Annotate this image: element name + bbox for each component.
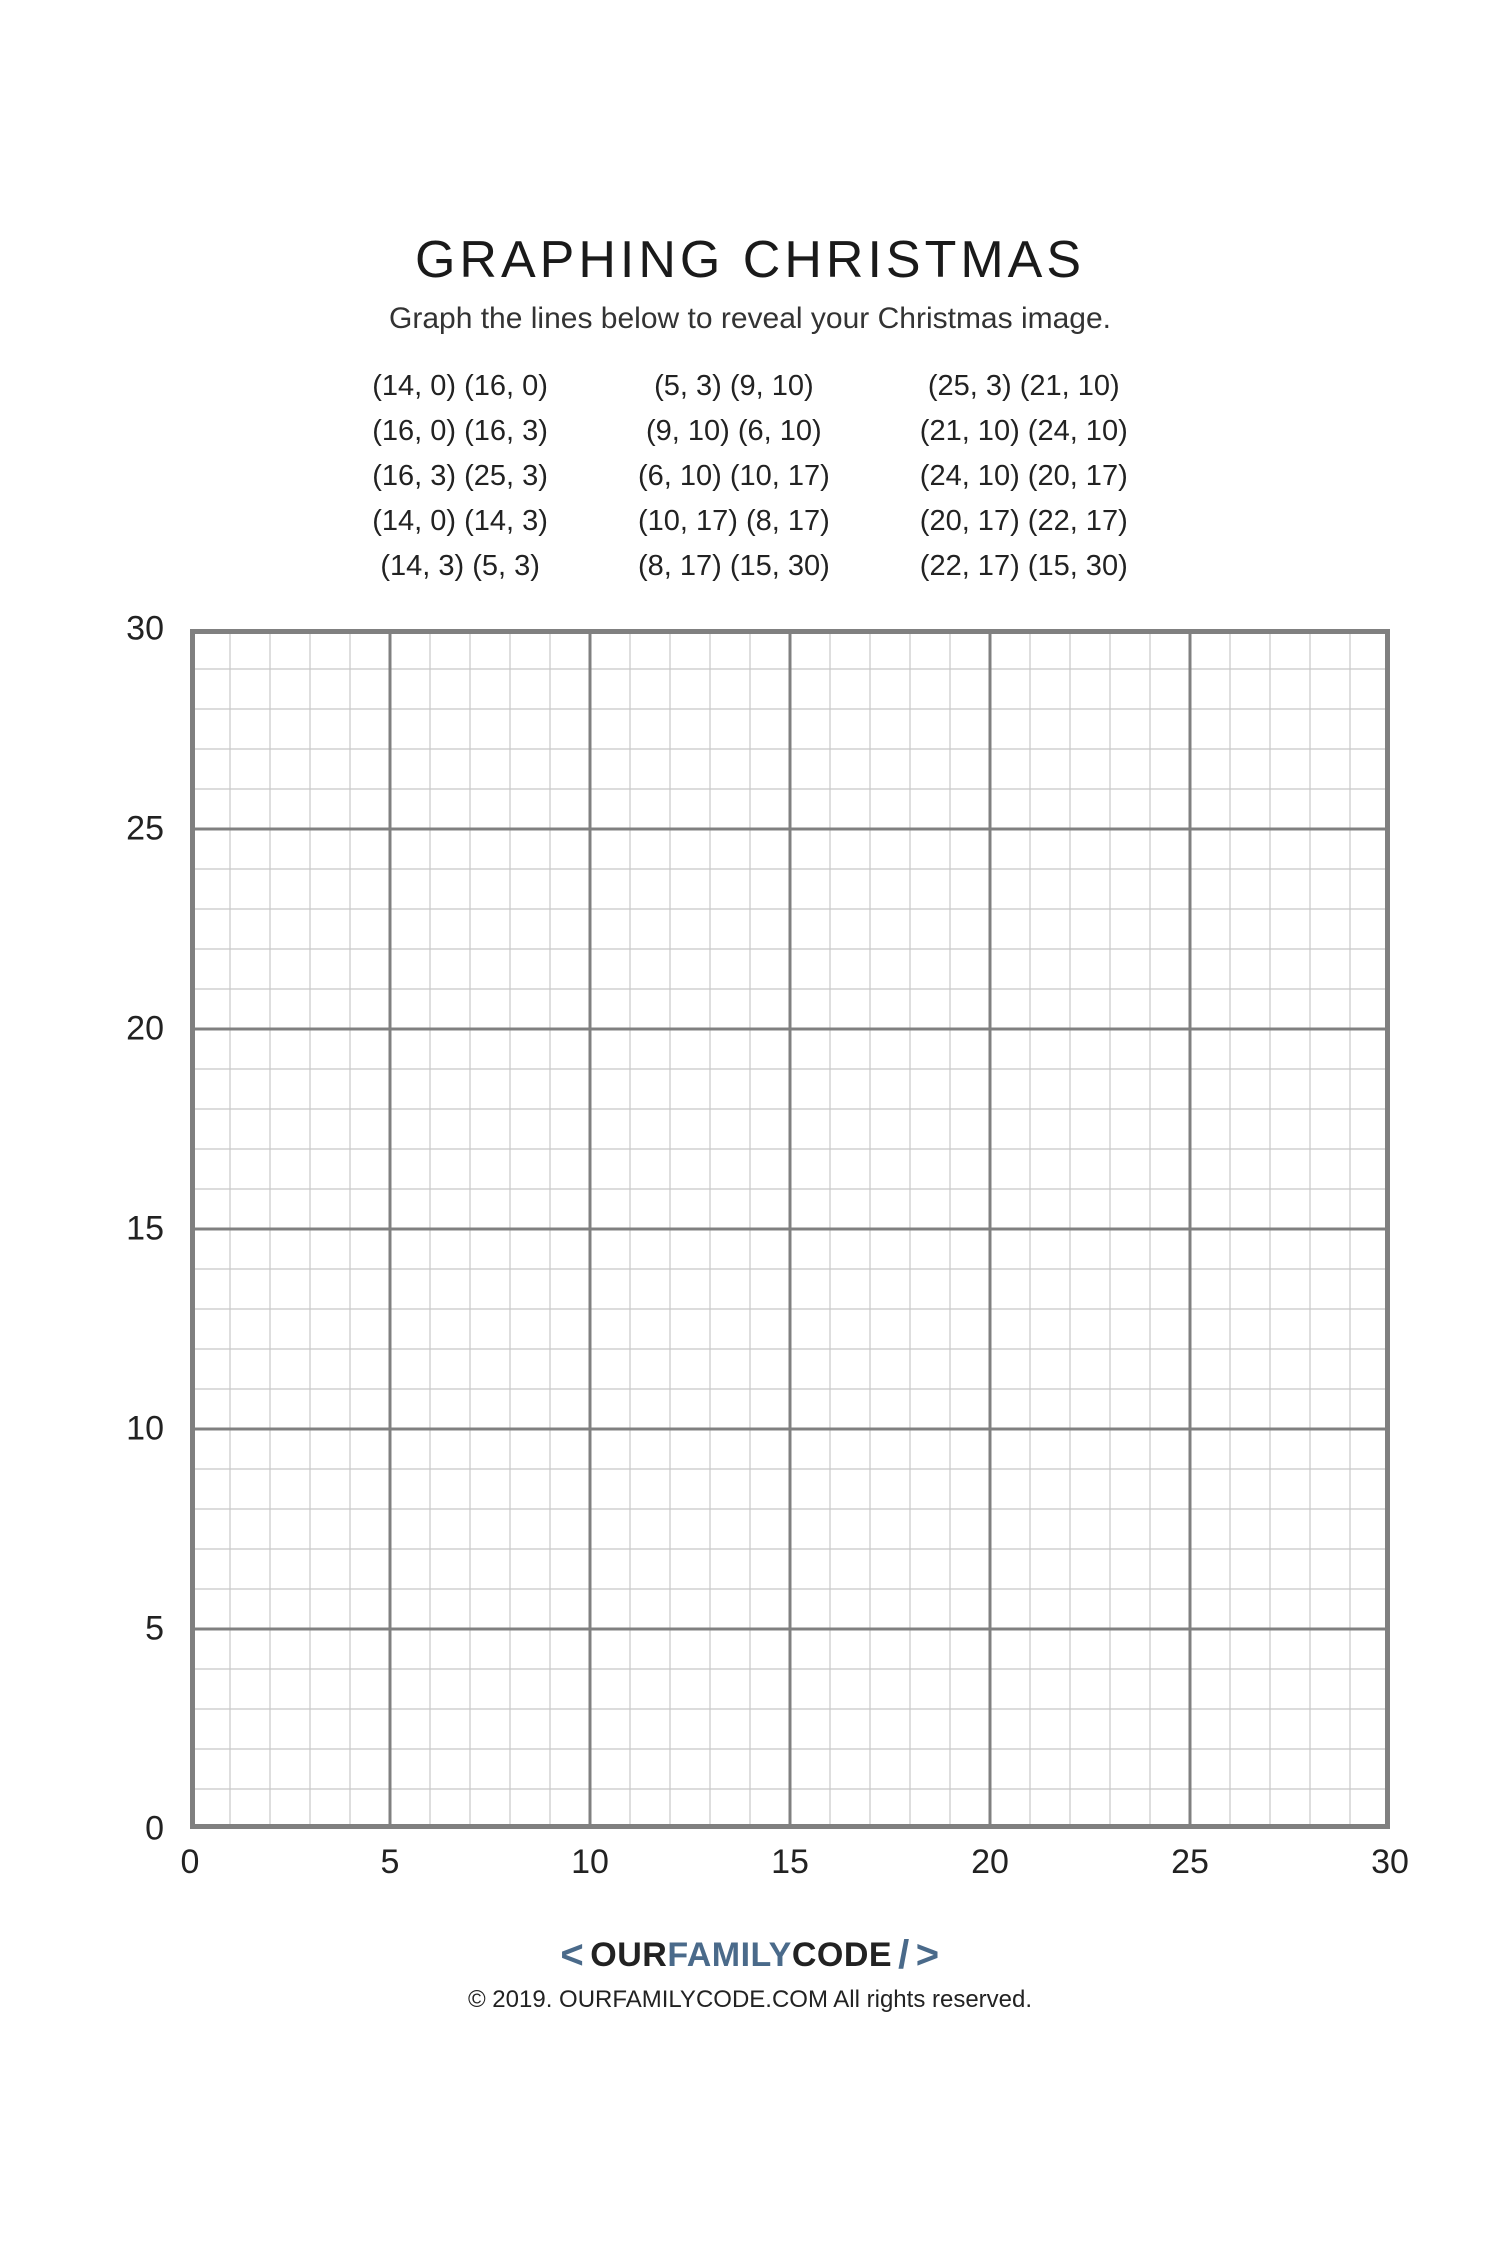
coordinate-pair: (9, 10) (6, 10) <box>646 409 822 454</box>
y-axis-labels: 051015202530 <box>100 629 180 1829</box>
worksheet-page: GRAPHING CHRISTMAS Graph the lines below… <box>0 0 1500 2074</box>
coordinate-pair: (20, 17) (22, 17) <box>920 499 1128 544</box>
coordinate-list: (14, 0) (16, 0)(16, 0) (16, 3)(16, 3) (2… <box>372 364 1127 589</box>
coordinate-pair: (16, 3) (25, 3) <box>372 454 548 499</box>
angle-bracket-open-icon: < <box>560 1933 584 1978</box>
brand-logo: < OURFAMILYCODE / > <box>468 1933 1032 1978</box>
copyright-symbol-icon: © <box>468 1986 486 2013</box>
x-tick-label: 20 <box>971 1843 1009 1882</box>
angle-bracket-close-icon: > <box>916 1933 940 1978</box>
x-axis-labels: 051015202530 <box>190 1843 1390 1903</box>
x-tick-label: 5 <box>381 1843 400 1882</box>
coordinate-pair: (22, 17) (15, 30) <box>920 544 1128 589</box>
coord-column-2: (5, 3) (9, 10)(9, 10) (6, 10)(6, 10) (10… <box>638 364 830 589</box>
coordinate-pair: (16, 0) (16, 3) <box>372 409 548 454</box>
copyright-year: 2019. <box>492 1986 552 2013</box>
coordinate-pair: (25, 3) (21, 10) <box>928 364 1120 409</box>
x-tick-label: 30 <box>1371 1843 1409 1882</box>
coord-column-3: (25, 3) (21, 10)(21, 10) (24, 10)(24, 10… <box>920 364 1128 589</box>
chart-area: 051015202530 051015202530 <box>100 629 1400 1903</box>
coordinate-pair: (10, 17) (8, 17) <box>638 499 830 544</box>
y-tick-label: 0 <box>145 1809 164 1848</box>
coordinate-grid <box>190 629 1390 1829</box>
x-tick-label: 10 <box>571 1843 609 1882</box>
coordinate-pair: (14, 0) (14, 3) <box>372 499 548 544</box>
y-tick-label: 10 <box>126 1409 164 1448</box>
coordinate-pair: (8, 17) (15, 30) <box>638 544 830 589</box>
copyright-line: © 2019. OURFAMILYCODE.COM All rights res… <box>468 1986 1032 2014</box>
x-tick-label: 25 <box>1171 1843 1209 1882</box>
coordinate-pair: (14, 3) (5, 3) <box>380 544 540 589</box>
copyright-domain: OURFAMILYCODE.COM <box>559 1986 828 2013</box>
grid-box <box>190 629 1390 1829</box>
page-title: GRAPHING CHRISTMAS <box>415 230 1085 290</box>
y-tick-label: 25 <box>126 809 164 848</box>
logo-text: OURFAMILYCODE <box>590 1936 892 1975</box>
y-tick-label: 5 <box>145 1609 164 1648</box>
y-tick-label: 20 <box>126 1009 164 1048</box>
page-subtitle: Graph the lines below to reveal your Chr… <box>389 302 1111 336</box>
coord-column-1: (14, 0) (16, 0)(16, 0) (16, 3)(16, 3) (2… <box>372 364 548 589</box>
slash-icon: / <box>898 1933 910 1978</box>
coordinate-pair: (5, 3) (9, 10) <box>654 364 814 409</box>
y-tick-label: 30 <box>126 609 164 648</box>
coordinate-pair: (21, 10) (24, 10) <box>920 409 1128 454</box>
coordinate-pair: (24, 10) (20, 17) <box>920 454 1128 499</box>
copyright-rights: All rights reserved. <box>833 1986 1032 2013</box>
page-footer: < OURFAMILYCODE / > © 2019. OURFAMILYCOD… <box>468 1933 1032 2014</box>
x-tick-label: 0 <box>181 1843 200 1882</box>
y-tick-label: 15 <box>126 1209 164 1248</box>
x-tick-label: 15 <box>771 1843 809 1882</box>
coordinate-pair: (14, 0) (16, 0) <box>372 364 548 409</box>
coordinate-pair: (6, 10) (10, 17) <box>638 454 830 499</box>
